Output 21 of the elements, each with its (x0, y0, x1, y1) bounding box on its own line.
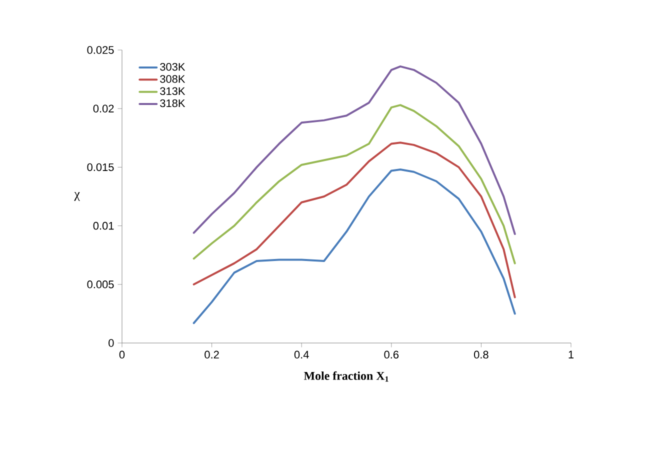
y-tick-label: 0 (108, 339, 114, 347)
legend-label: 318K (160, 99, 186, 108)
line-series (192, 142, 516, 298)
y-tick-label: 0.005 (87, 280, 114, 288)
line-series (192, 65, 516, 236)
line-series (192, 168, 516, 324)
y-tick-label: 0.015 (87, 163, 114, 172)
x-tick-label: 0.6 (384, 350, 399, 359)
y-axis-title: χ (74, 192, 80, 201)
y-tick-label: 0.025 (87, 46, 114, 54)
x-tick-label: 0.8 (474, 350, 488, 359)
x-tick-label: 0.4 (294, 350, 309, 359)
y-tick-label: 0.02 (93, 104, 114, 112)
x-axis-title: Mole fraction X$_{1}$ (304, 371, 388, 382)
legend-label: 303K (160, 62, 186, 71)
x-tick-label: 0 (119, 350, 125, 359)
x-tick-label: 0.2 (204, 350, 219, 359)
x-tick-label: 1 (568, 350, 574, 358)
legend-label: 313K (160, 87, 186, 96)
legend-label: 308K (160, 75, 186, 83)
y-tick-label: 0.01 (93, 222, 114, 230)
